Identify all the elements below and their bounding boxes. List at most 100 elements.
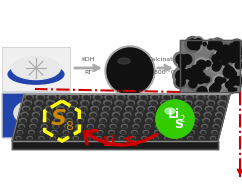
Ellipse shape — [85, 136, 90, 140]
Ellipse shape — [142, 136, 147, 140]
Circle shape — [225, 54, 233, 62]
Ellipse shape — [187, 96, 192, 100]
Circle shape — [233, 41, 241, 49]
Ellipse shape — [113, 120, 117, 122]
Ellipse shape — [181, 120, 186, 122]
Ellipse shape — [130, 136, 136, 140]
Ellipse shape — [127, 108, 132, 111]
Circle shape — [197, 87, 207, 97]
Circle shape — [229, 48, 235, 53]
Ellipse shape — [171, 114, 176, 117]
Ellipse shape — [134, 118, 141, 122]
Ellipse shape — [73, 136, 78, 140]
Circle shape — [193, 77, 197, 81]
Circle shape — [195, 39, 202, 45]
Ellipse shape — [92, 108, 97, 111]
Ellipse shape — [117, 102, 122, 105]
Ellipse shape — [69, 100, 77, 105]
Ellipse shape — [148, 114, 153, 117]
Ellipse shape — [60, 102, 65, 105]
Text: RT: RT — [84, 70, 92, 75]
Ellipse shape — [81, 108, 86, 111]
Ellipse shape — [152, 96, 158, 100]
Ellipse shape — [189, 130, 194, 134]
Ellipse shape — [144, 124, 150, 128]
Ellipse shape — [100, 126, 104, 128]
Circle shape — [197, 68, 203, 75]
Ellipse shape — [153, 136, 158, 140]
Ellipse shape — [210, 96, 215, 100]
Text: 2: 2 — [122, 139, 128, 149]
Ellipse shape — [151, 94, 159, 100]
Ellipse shape — [21, 112, 28, 117]
Ellipse shape — [57, 114, 61, 117]
Ellipse shape — [194, 114, 199, 117]
Ellipse shape — [167, 124, 173, 128]
Ellipse shape — [150, 108, 155, 111]
Ellipse shape — [140, 102, 145, 105]
Ellipse shape — [193, 120, 197, 122]
Ellipse shape — [189, 138, 192, 140]
Ellipse shape — [78, 112, 85, 117]
Ellipse shape — [87, 124, 93, 128]
Ellipse shape — [111, 118, 118, 122]
Ellipse shape — [22, 106, 30, 111]
Ellipse shape — [143, 138, 146, 140]
Ellipse shape — [103, 114, 107, 117]
Ellipse shape — [162, 94, 171, 100]
Ellipse shape — [32, 112, 39, 117]
Ellipse shape — [52, 130, 57, 134]
Text: x: x — [133, 139, 139, 149]
Ellipse shape — [107, 136, 113, 140]
Ellipse shape — [177, 138, 181, 140]
Ellipse shape — [30, 124, 36, 128]
Ellipse shape — [34, 114, 38, 117]
Ellipse shape — [12, 57, 60, 80]
Ellipse shape — [44, 112, 51, 117]
Circle shape — [206, 42, 215, 51]
Text: S: S — [174, 118, 183, 130]
Circle shape — [186, 38, 197, 50]
Ellipse shape — [185, 102, 191, 105]
Circle shape — [233, 44, 242, 57]
Ellipse shape — [104, 108, 109, 111]
Circle shape — [176, 54, 186, 64]
Ellipse shape — [203, 118, 209, 122]
Text: 2: 2 — [179, 115, 185, 123]
Ellipse shape — [82, 102, 88, 105]
Ellipse shape — [29, 130, 34, 134]
Ellipse shape — [67, 120, 71, 122]
Circle shape — [192, 43, 200, 50]
Ellipse shape — [212, 138, 215, 140]
Ellipse shape — [194, 106, 201, 111]
Bar — [2, 93, 70, 137]
Ellipse shape — [191, 118, 198, 122]
Circle shape — [198, 69, 202, 74]
Ellipse shape — [176, 136, 181, 140]
Ellipse shape — [64, 132, 68, 134]
Ellipse shape — [162, 102, 168, 105]
Ellipse shape — [161, 108, 166, 111]
Ellipse shape — [18, 132, 22, 134]
Circle shape — [180, 59, 184, 63]
Ellipse shape — [184, 108, 189, 111]
Ellipse shape — [8, 64, 64, 84]
Circle shape — [207, 39, 215, 46]
Ellipse shape — [27, 96, 32, 100]
Circle shape — [217, 81, 220, 84]
Ellipse shape — [55, 112, 62, 117]
Circle shape — [193, 37, 204, 47]
Ellipse shape — [127, 100, 135, 105]
Circle shape — [231, 56, 234, 60]
Ellipse shape — [20, 118, 26, 122]
Ellipse shape — [197, 102, 202, 105]
Circle shape — [234, 88, 236, 91]
Circle shape — [166, 109, 184, 129]
Ellipse shape — [115, 108, 120, 111]
Ellipse shape — [29, 138, 32, 140]
Ellipse shape — [179, 132, 182, 134]
Ellipse shape — [161, 100, 169, 105]
Ellipse shape — [94, 102, 99, 105]
Ellipse shape — [196, 108, 200, 111]
Ellipse shape — [41, 132, 45, 134]
